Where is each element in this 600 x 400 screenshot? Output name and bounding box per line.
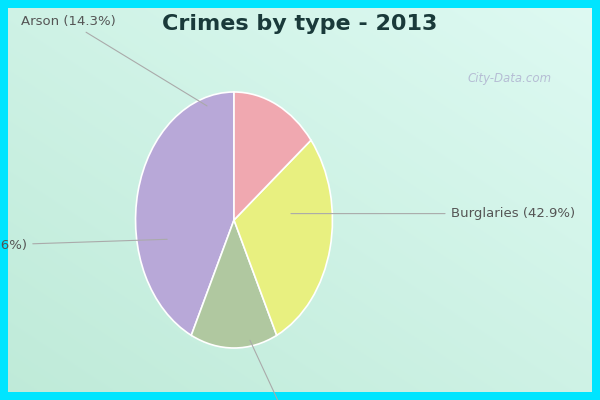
Text: Crimes by type - 2013: Crimes by type - 2013: [163, 14, 437, 34]
Wedge shape: [191, 220, 277, 348]
Text: Arson (14.3%): Arson (14.3%): [21, 15, 207, 106]
Text: Burglaries (42.9%): Burglaries (42.9%): [291, 207, 575, 220]
Text: Auto thefts (14.3%): Auto thefts (14.3%): [218, 340, 349, 400]
Text: Thefts (28.6%): Thefts (28.6%): [0, 239, 167, 252]
Wedge shape: [136, 92, 234, 335]
Wedge shape: [234, 92, 311, 220]
Text: City-Data.com: City-Data.com: [468, 72, 552, 85]
Wedge shape: [234, 140, 332, 335]
